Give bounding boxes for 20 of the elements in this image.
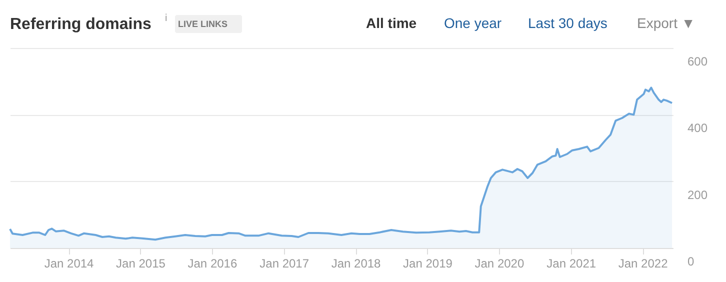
y-tick-label: 200 [688,188,708,202]
text: Export ▼ [637,15,696,31]
x-tick-label: Jan 2021 [546,256,596,270]
chart-title: Referring domains [10,16,152,33]
x-tick-label: Jan 2019 [403,256,453,270]
x-tick-label: Jan 2022 [618,256,668,270]
text: All time [366,15,417,31]
x-tick-label: Jan 2015 [116,256,166,270]
y-tick-label: 600 [688,54,708,68]
text: One year [444,15,502,31]
y-tick-label: 0 [688,254,694,268]
text: LIVE LINKS [178,19,228,29]
x-tick-label: Jan 2016 [188,256,238,270]
y-tick-label: 400 [688,121,708,136]
text: Last 30 days [528,15,608,31]
text: i [165,13,168,24]
x-tick-label: Jan 2017 [260,256,310,270]
x-tick-label: Jan 2020 [474,256,524,270]
x-tick-label: Jan 2018 [331,256,382,270]
x-tick-label: Jan 2014 [44,256,94,270]
